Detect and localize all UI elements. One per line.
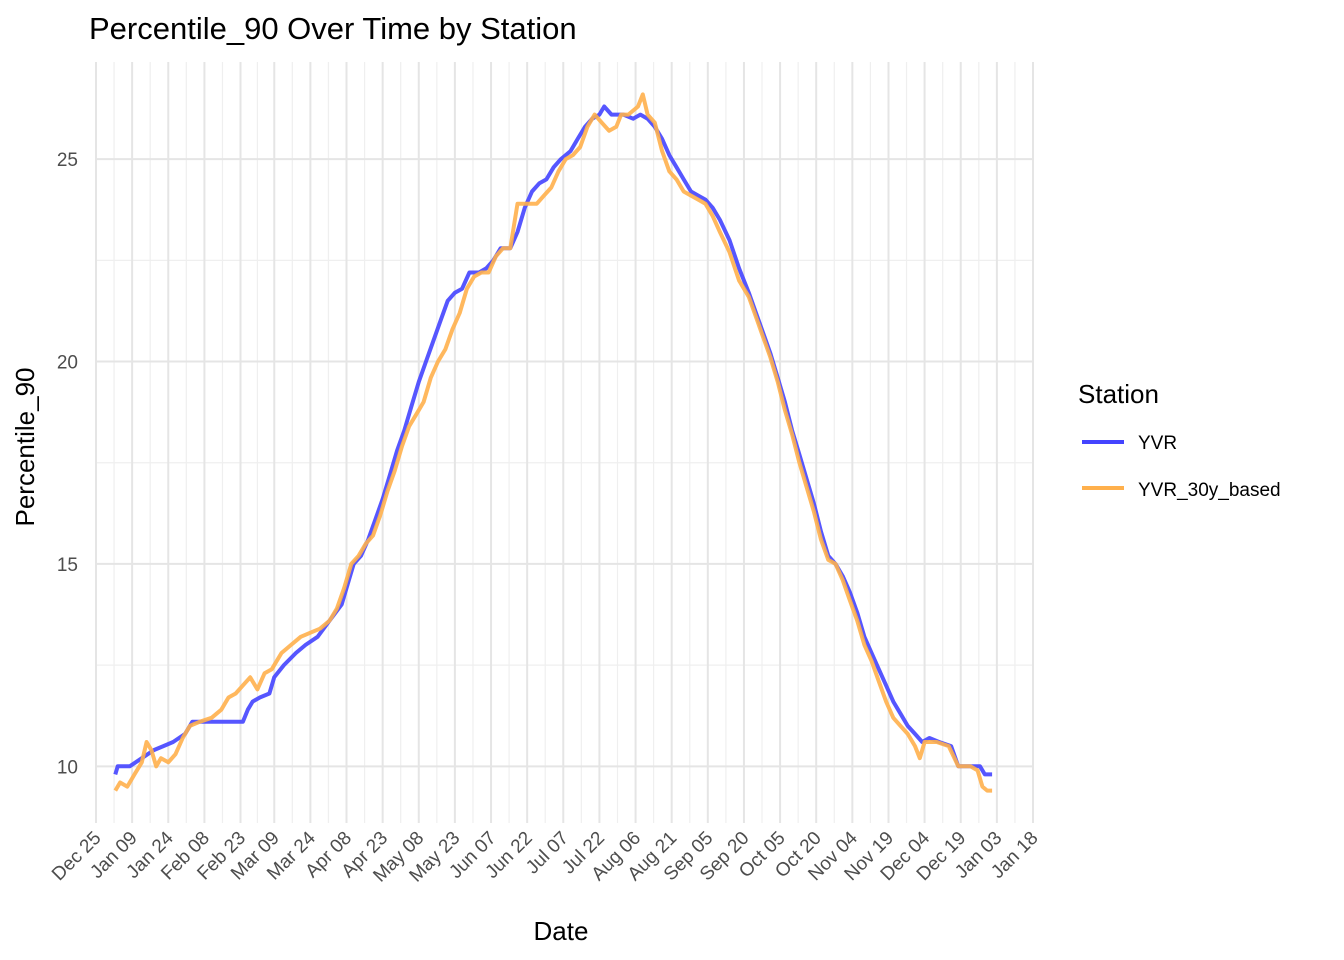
- legend-item-yvr: YVR: [1082, 433, 1177, 454]
- y-axis-title: Percentile_90: [10, 368, 40, 527]
- y-tick-label: 15: [57, 555, 78, 576]
- y-axis-ticks: 10 15 20 25: [57, 150, 78, 778]
- chart-title: Percentile_90 Over Time by Station: [89, 11, 577, 46]
- x-axis-title: Date: [534, 916, 589, 946]
- legend-label-yvr: YVR: [1138, 433, 1177, 454]
- plot-grid: [95, 62, 1034, 823]
- y-tick-label: 20: [57, 353, 78, 374]
- y-tick-label: 10: [57, 757, 78, 778]
- y-tick-label: 25: [57, 150, 78, 171]
- legend: Station YVR YVR_30y_based: [1078, 379, 1281, 501]
- series-line-yvr-30y-based: [113, 92, 993, 793]
- legend-title: Station: [1078, 379, 1159, 409]
- series-line-yvr: [113, 104, 993, 777]
- series-layer: [113, 92, 993, 793]
- legend-item-yvr-30y-based: YVR_30y_based: [1082, 480, 1281, 501]
- legend-label-yvr-30y-based: YVR_30y_based: [1138, 480, 1281, 501]
